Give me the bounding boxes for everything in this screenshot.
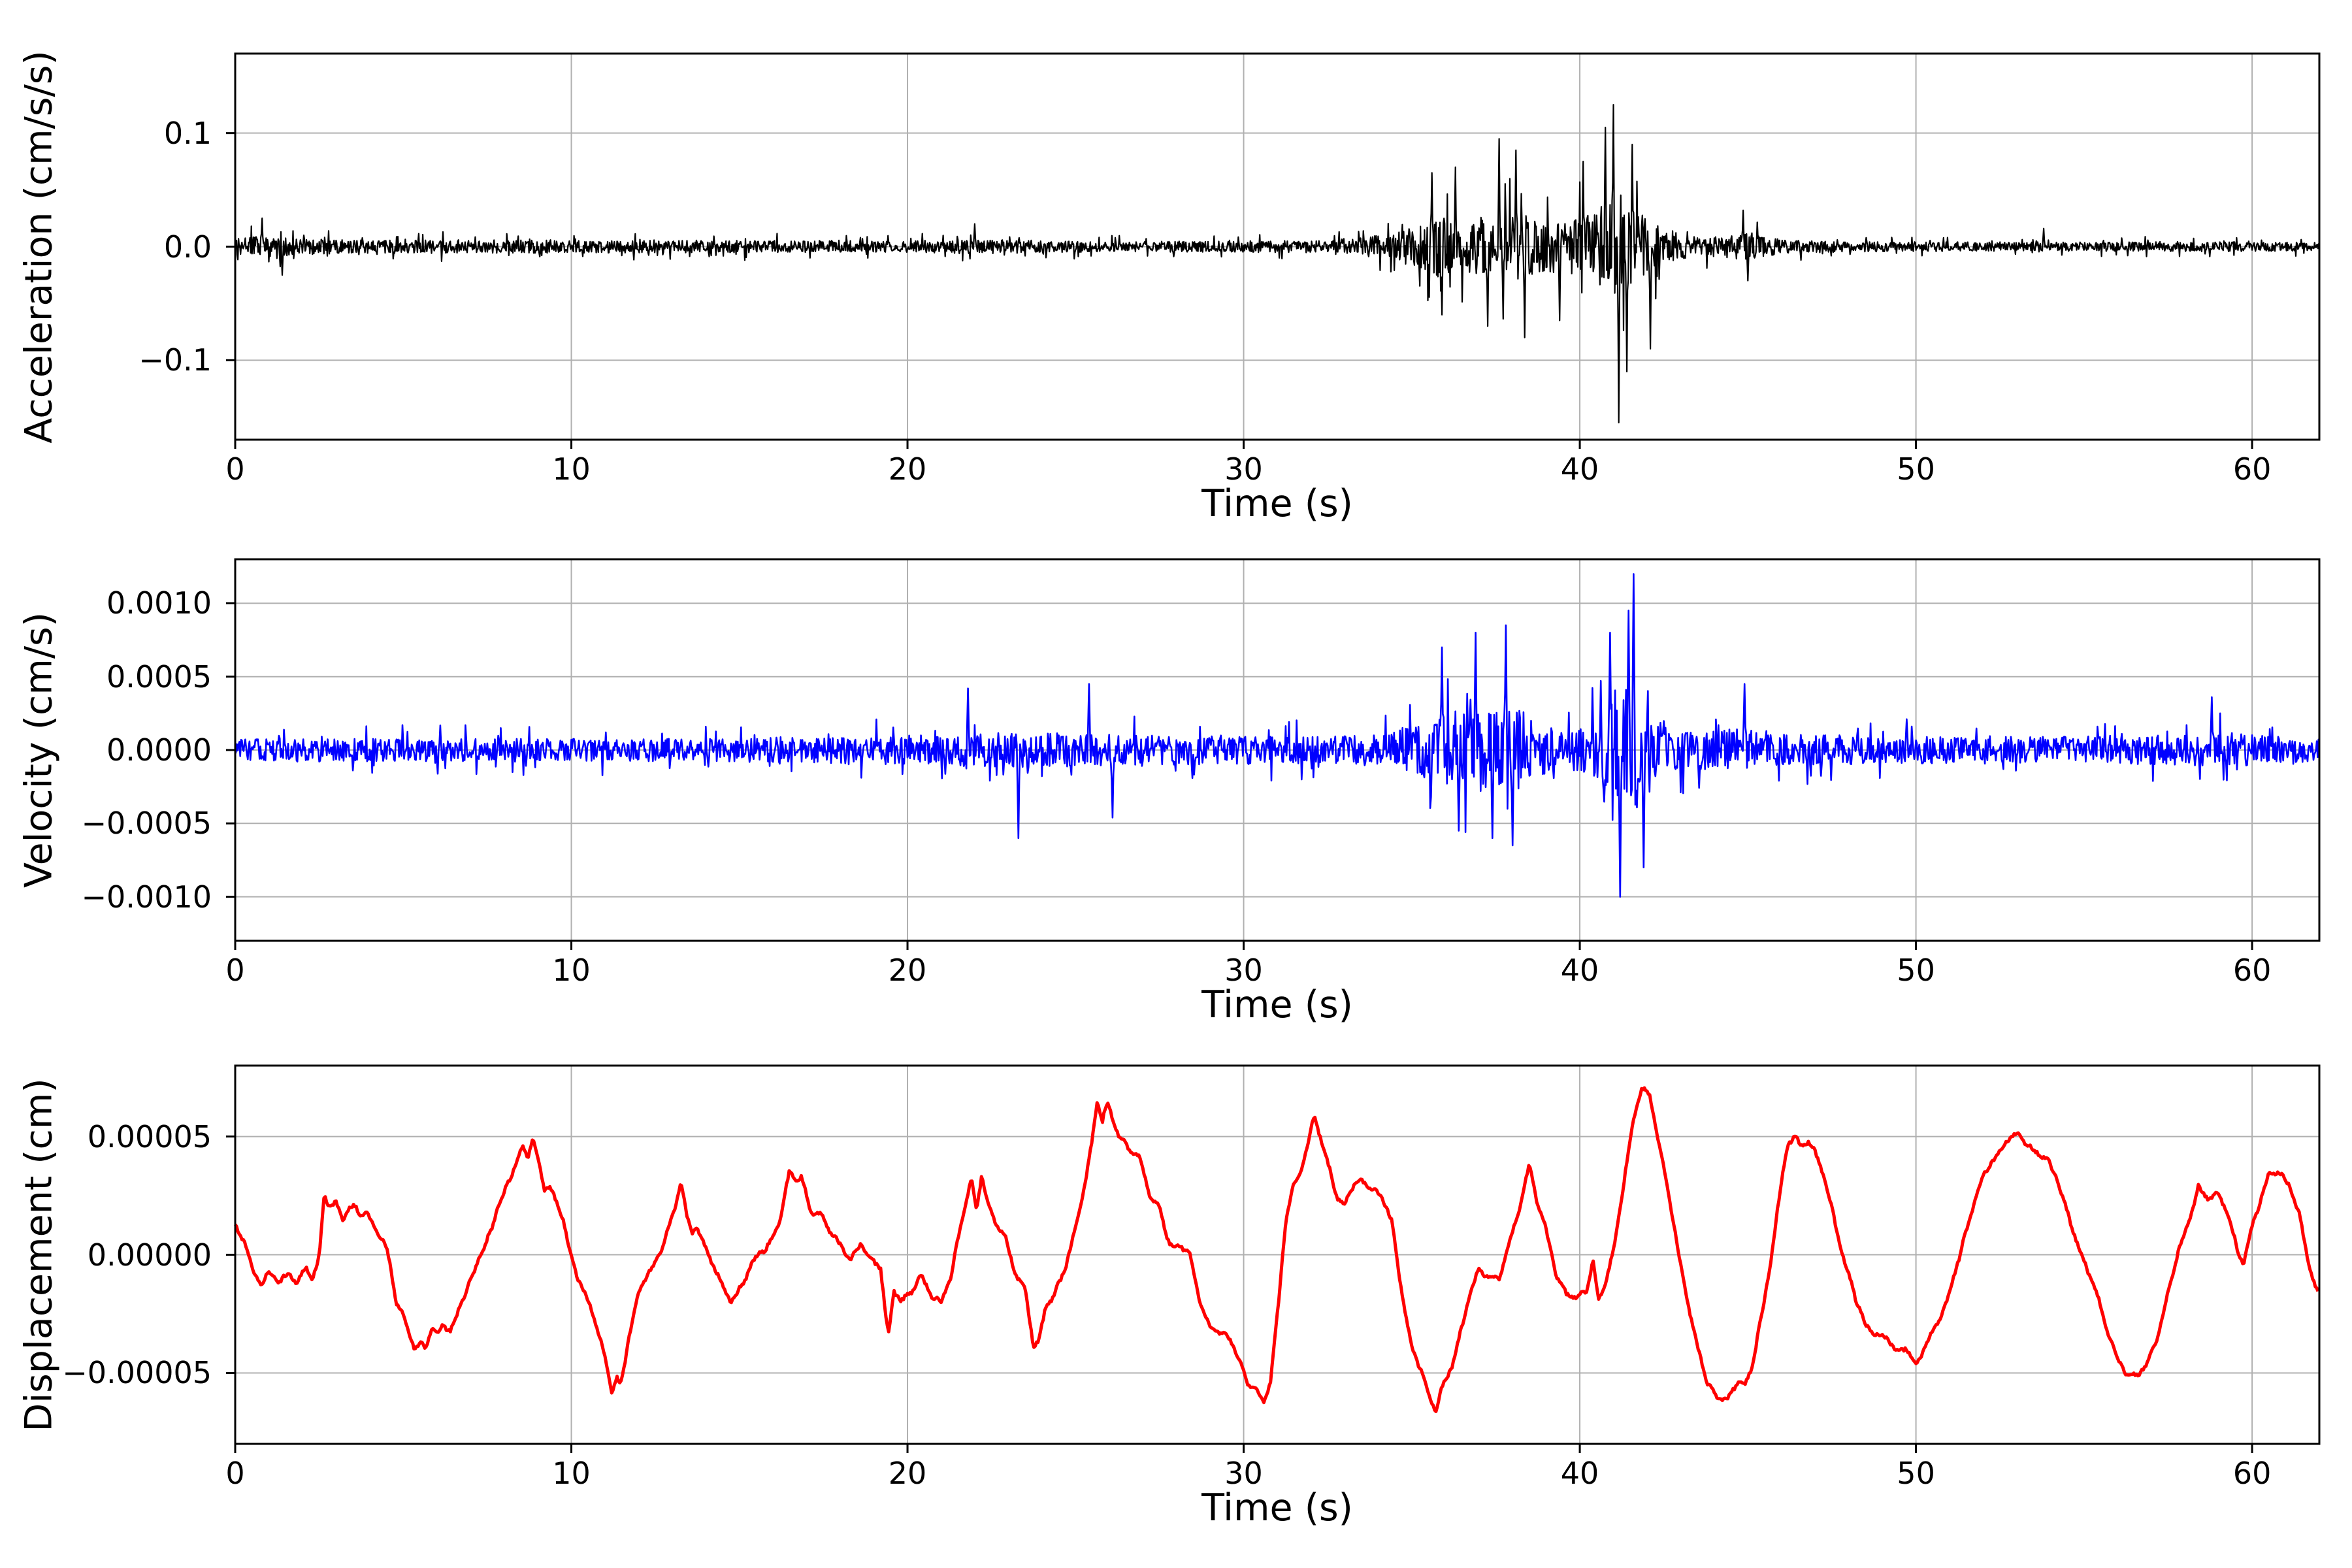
acceleration-y-tick-label: −0.1 [139,342,212,378]
velocity-plot-area [226,558,2321,950]
acceleration-x-tick-label: 20 [888,451,927,487]
velocity-y-tick-label: 0.0005 [106,659,212,694]
velocity-y-tick-label: −0.0010 [81,879,212,915]
displacement-x-tick-label: 10 [552,1456,591,1491]
displacement-y-tick-label: −0.00005 [62,1355,212,1391]
acceleration-x-tick-label: 10 [552,451,591,487]
acceleration-xlabel: Time (s) [1201,482,1353,525]
velocity-xlabel: Time (s) [1201,983,1353,1026]
velocity-ylabel: Velocity (cm/s) [17,612,61,888]
acceleration-waveform [234,104,2320,423]
velocity-y-tick-label: 0.0000 [106,732,212,768]
velocity-x-tick-label: 40 [1560,953,1599,988]
velocity-y-tick-label: 0.0010 [106,585,212,621]
displacement-x-tick-label: 30 [1224,1456,1263,1491]
axes-spines [234,52,2321,441]
acceleration-x-tick-label: 30 [1224,451,1263,487]
velocity-x-tick-label: 0 [225,953,245,988]
velocity-waveform [234,573,2321,898]
acceleration-ylabel: Acceleration (cm/s/s) [17,50,61,444]
displacement-plot-area [226,1064,2321,1453]
acceleration-x-tick-label: 0 [225,451,245,487]
displacement-x-tick-label: 50 [1897,1456,1935,1491]
displacement-x-tick-label: 60 [2232,1456,2272,1491]
acceleration-plot-area [226,52,2321,449]
displacement-xlabel: Time (s) [1201,1486,1353,1529]
velocity-y-tick-label: −0.0005 [81,806,212,841]
displacement-y-tick-label: 0.00005 [87,1119,212,1154]
displacement-x-tick-label: 40 [1560,1456,1599,1491]
displacement-waveform [233,1086,2320,1413]
acceleration-x-tick-label: 60 [2232,451,2272,487]
axes-spines [234,558,2321,942]
acceleration-x-tick-label: 40 [1560,451,1599,487]
displacement-x-tick-label: 20 [888,1456,927,1491]
acceleration-x-tick-label: 50 [1897,451,1935,487]
acceleration-y-tick-label: 0.1 [163,115,212,151]
displacement-x-tick-label: 0 [225,1456,245,1491]
velocity-x-tick-label: 60 [2232,953,2272,988]
displacement-y-tick-label: 0.00000 [87,1237,212,1273]
displacement-ylabel: Displacement (cm) [17,1077,61,1432]
acceleration-y-tick-label: 0.0 [163,229,212,265]
velocity-x-tick-label: 20 [888,953,927,988]
velocity-x-tick-label: 10 [552,953,591,988]
axes-spines [234,1064,2321,1445]
velocity-x-tick-label: 30 [1224,953,1263,988]
velocity-x-tick-label: 50 [1897,953,1935,988]
